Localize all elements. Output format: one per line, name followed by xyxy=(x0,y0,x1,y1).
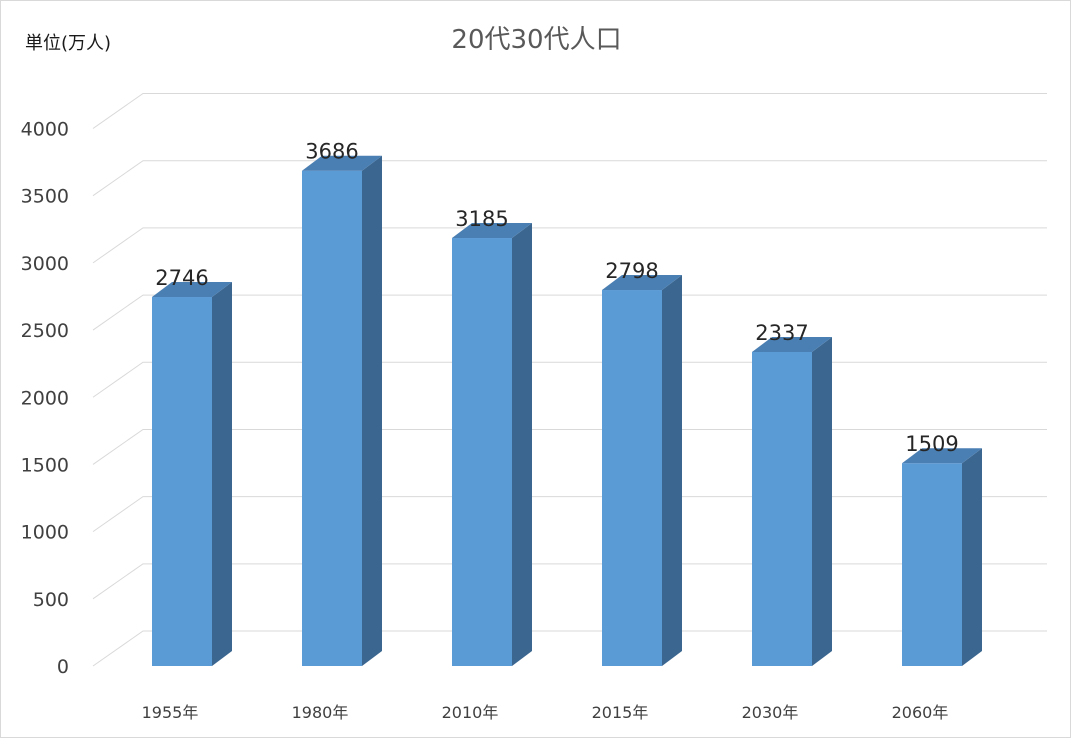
gridline xyxy=(92,563,1047,600)
gridline xyxy=(92,93,1047,129)
y-axis-unit-label: 単位(万人) xyxy=(25,33,112,54)
gridline xyxy=(92,227,1047,264)
bar-side xyxy=(812,336,832,666)
gridline xyxy=(92,428,1047,465)
data-label: 2337 xyxy=(755,321,808,345)
x-category-label: 2060年 xyxy=(892,703,949,722)
y-tick-label: 2500 xyxy=(21,320,69,342)
gridline xyxy=(92,361,1047,398)
bar-front xyxy=(452,238,512,666)
x-category-label: 2015年 xyxy=(592,703,649,722)
data-label: 2798 xyxy=(605,259,658,283)
gridline xyxy=(92,630,1047,667)
y-tick-label: 3000 xyxy=(21,253,69,275)
data-label: 3686 xyxy=(305,140,358,164)
y-tick-label: 2000 xyxy=(21,387,69,409)
y-tick-label: 1500 xyxy=(21,454,69,476)
gridline xyxy=(92,160,1047,197)
data-label: 2746 xyxy=(155,266,208,290)
bar-front xyxy=(752,351,812,666)
y-tick-label: 4000 xyxy=(21,119,69,141)
bar-side xyxy=(212,282,232,666)
bar-top xyxy=(602,275,682,291)
bar-top xyxy=(302,155,382,171)
data-label: 1509 xyxy=(905,432,958,456)
x-category-label: 1955年 xyxy=(142,703,199,722)
bar-top xyxy=(752,336,832,352)
bar-top xyxy=(902,448,982,464)
x-category-label: 2010年 xyxy=(442,703,499,722)
bar-side xyxy=(662,275,682,666)
y-tick-label: 3500 xyxy=(21,186,69,208)
gridline xyxy=(92,496,1047,533)
x-category-label: 1980年 xyxy=(292,703,349,722)
bar-front xyxy=(602,290,662,666)
x-category-label: 2030年 xyxy=(742,703,799,722)
bar-front xyxy=(902,463,962,666)
bar-front xyxy=(302,170,362,666)
bar-front xyxy=(152,297,212,666)
chart-title: 20代30代人口 xyxy=(451,25,622,55)
data-label: 3185 xyxy=(455,207,508,231)
bar-side xyxy=(962,448,982,666)
y-tick-label: 1000 xyxy=(21,522,69,544)
bar-top xyxy=(152,282,232,298)
bar-side xyxy=(512,223,532,666)
y-tick-label: 500 xyxy=(33,589,69,611)
gridline xyxy=(92,294,1047,331)
bar-top xyxy=(452,223,532,239)
bar-side xyxy=(362,155,382,666)
y-tick-label: 0 xyxy=(57,656,69,678)
